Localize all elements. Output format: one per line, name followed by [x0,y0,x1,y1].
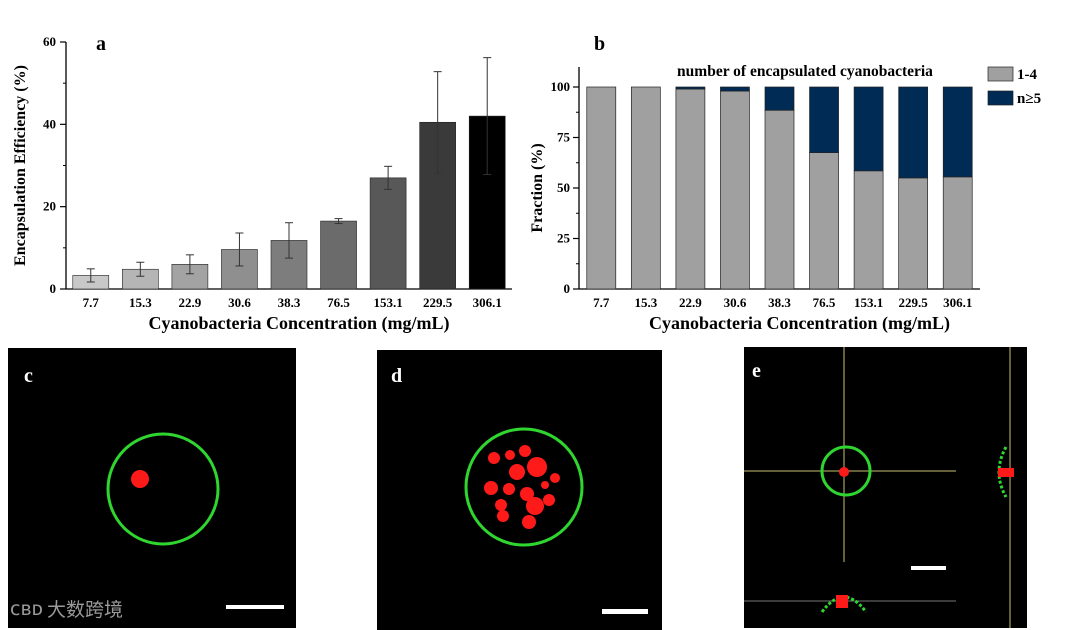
y-tick-label: 100 [551,79,571,94]
scale-bar [602,609,648,614]
x-tick-label: 15.3 [634,295,657,310]
y-tick-label: 20 [43,199,56,214]
scale-bar [911,566,946,570]
y-tick-label: 50 [557,180,570,195]
bar-segment-n5 [675,86,706,90]
chart-a: 0 20 40 60 7.7 15.3 22.9 30.6 38.3 76.5 153.1 229.5… [12,33,512,334]
panel-label-c: c [24,365,33,387]
x-tick-label: 153.1 [373,295,402,310]
x-tick-label: 30.6 [724,295,747,310]
x-tick-label: 22.9 [179,295,202,310]
chart-b: 0 25 50 75 100 7.7 15.3 22.9 30.6 38.3 76.5 153.1 22… [529,33,1041,334]
x-axis-title: Cyanobacteria Concentration (mg/mL) [149,313,450,334]
legend-swatch-n5 [987,90,1014,106]
chart-title: number of encapsulated cyanobacteria [677,63,933,80]
x-tick-label: 38.3 [768,295,791,310]
x-tick-label: 306.1 [473,295,502,310]
cyanobacterium [839,467,849,477]
x-tick-label: 7.7 [593,295,610,310]
scale-bar [226,605,284,609]
y-tick-label: 40 [43,116,56,131]
bar-segment-1-4 [853,170,884,290]
x-tick-label: 229.5 [423,295,453,310]
micrograph-c: c [8,348,296,628]
vesicle-membrane [106,432,220,546]
bar-segment-n5 [942,86,973,178]
bar [369,177,407,290]
x-tick-label: 7.7 [83,295,100,310]
legend-swatch-1-4 [987,66,1014,82]
micrograph-d: d [377,350,662,630]
bottom-view-cyanobacterium [836,595,848,608]
legend-label-1-4: 1-4 [1017,67,1037,83]
y-tick-label: 60 [43,34,56,49]
y-tick-label: 75 [557,130,571,145]
x-tick-label: 22.9 [679,295,702,310]
watermark-logo-icon: ᴄʙᴅ [10,597,43,620]
vesicle-membrane [464,427,584,547]
bar-segment-1-4 [764,109,795,290]
x-tick-label: 306.1 [943,295,972,310]
cyanobacteria-cluster [484,445,560,529]
bar-segment-n5 [898,86,929,179]
bar [320,220,357,290]
bar-segment-n5 [853,86,884,172]
panel-label-b: b [594,33,605,55]
y-tick-label: 0 [564,281,571,296]
legend-label-n5: n≥5 [1017,91,1041,107]
watermark: ᴄʙᴅ 大数跨境 [10,595,123,622]
x-tick-label: 76.5 [813,295,836,310]
watermark-text: 大数跨境 [46,599,123,621]
side-view-cyanobacterium [998,468,1014,477]
bar-segment-1-4 [898,177,929,290]
x-tick-label: 76.5 [327,295,350,310]
y-tick-label: 25 [557,231,571,246]
panel-label-a: a [96,33,106,55]
x-tick-label: 30.6 [228,295,251,310]
panel-label-e: e [752,360,761,382]
bar-segment-n5 [720,86,750,92]
x-tick-label: 15.3 [129,295,152,310]
y-axis-title: Fraction (%) [529,143,546,232]
x-tick-label: 38.3 [278,295,301,310]
bar-segment-n5 [764,86,795,111]
y-tick-label: 0 [50,281,57,296]
bar-segment-1-4 [809,152,839,290]
panel-label-d: d [391,365,402,387]
x-tick-label: 153.1 [854,295,883,310]
bar-segment-1-4 [675,88,706,290]
bar-segment-n5 [809,86,839,154]
micrograph-e: e [744,347,1027,628]
bar-segment-1-4 [720,90,750,290]
cyanobacterium [131,470,149,488]
bar-segment-1-4 [942,176,973,290]
bar-segment-1-4 [586,86,617,290]
x-tick-label: 229.5 [899,295,929,310]
bar-segment-1-4 [630,86,661,290]
y-axis-title: Encapsulation Efficiency (%) [12,65,29,266]
vesicle-membrane [820,445,872,497]
x-axis-title: Cyanobacteria Concentration (mg/mL) [649,313,950,334]
